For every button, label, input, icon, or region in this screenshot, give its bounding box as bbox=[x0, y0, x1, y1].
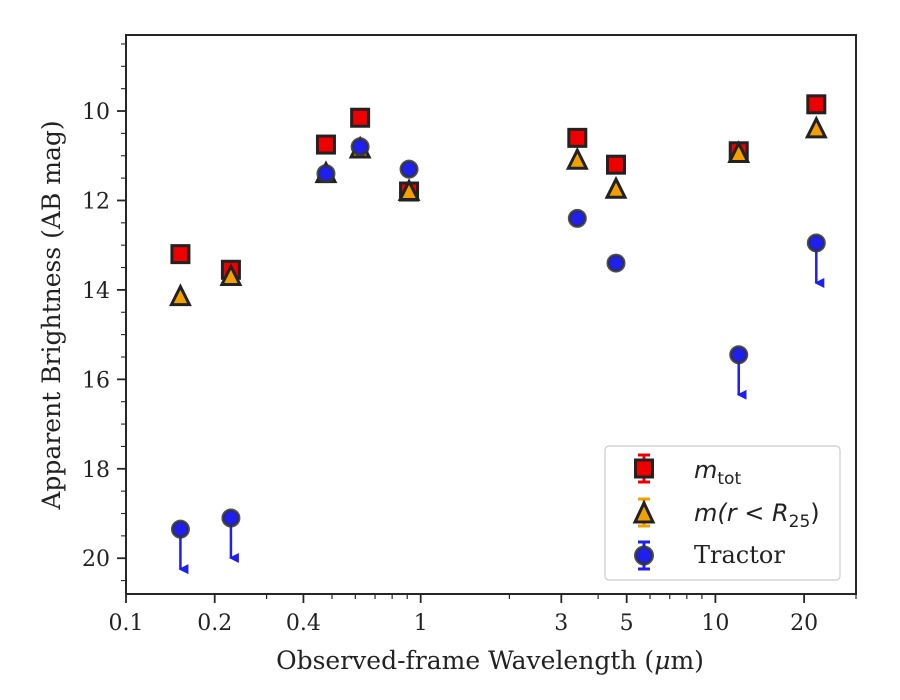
axes: 0.1 0.2 0.4 1 3 5 10 20 10 12 14 16 18 20 bbox=[82, 34, 857, 636]
legend-entry-mr25: m(r < R25) bbox=[632, 497, 820, 532]
plot-frame bbox=[125, 34, 857, 595]
legend-tractor-circle-marker bbox=[634, 545, 654, 566]
legend-mr25-close: ) bbox=[810, 499, 819, 527]
legend-entry-mtot: mtot bbox=[634, 453, 741, 489]
legend-frame bbox=[604, 445, 841, 581]
x-tick-label: 3 bbox=[554, 611, 568, 636]
y-tick-label: 14 bbox=[82, 279, 110, 304]
data-point-circle bbox=[567, 208, 587, 228]
series-mr25 bbox=[169, 115, 828, 307]
data-point-circle bbox=[606, 253, 626, 273]
legend-mr25-triangle-marker bbox=[632, 499, 656, 524]
data-point-square bbox=[606, 154, 627, 175]
y-axis-label: Apparent Brightness (AB mag) bbox=[37, 120, 66, 510]
data-point-square bbox=[567, 127, 588, 148]
x-tick-label: 1 bbox=[414, 611, 428, 636]
data-point-triangle bbox=[169, 283, 192, 307]
x-tick-label: 5 bbox=[620, 611, 634, 636]
data-point-triangle bbox=[397, 178, 421, 202]
legend-mr25-main: m(r < R bbox=[694, 499, 789, 527]
legend-mr25-sub: 25 bbox=[789, 512, 811, 532]
x-axis-label: Observed-frame Wavelength (μm) bbox=[276, 646, 704, 675]
data-point-circle bbox=[221, 508, 241, 528]
series-mtot bbox=[170, 94, 827, 280]
data-point-triangle bbox=[604, 175, 628, 199]
y-tick-label: 12 bbox=[82, 189, 110, 214]
data-point-square bbox=[170, 244, 191, 265]
x-axis-label-post: m) bbox=[670, 646, 703, 675]
legend-mtot-square-marker bbox=[634, 458, 654, 479]
data-point-circle bbox=[729, 345, 749, 365]
data-point-circle bbox=[350, 137, 370, 157]
y-tick-label: 16 bbox=[82, 368, 110, 393]
legend-mtot-label: mtot bbox=[694, 456, 741, 489]
data-point-triangle bbox=[727, 140, 751, 164]
plot-area bbox=[169, 94, 828, 575]
data-point-triangle bbox=[804, 115, 828, 139]
data-point-square bbox=[806, 94, 827, 115]
data-point-square bbox=[315, 134, 336, 155]
x-tick-label: 0.4 bbox=[286, 611, 321, 636]
x-axis-label-pre: Observed-frame Wavelength ( bbox=[276, 646, 654, 675]
x-tick-label: 0.1 bbox=[109, 611, 144, 636]
legend-mr25-label: m(r < R25) bbox=[694, 499, 820, 532]
legend-entry-tractor: Tractor bbox=[634, 540, 785, 571]
data-point-circle bbox=[170, 519, 190, 539]
legend: mtot m(r < R25) Tractor bbox=[604, 445, 841, 581]
x-tick-label: 10 bbox=[701, 611, 729, 636]
y-tick-label: 20 bbox=[82, 547, 110, 572]
y-tick-label: 18 bbox=[82, 458, 110, 483]
data-point-square bbox=[350, 107, 371, 128]
data-point-circle bbox=[399, 159, 419, 179]
data-point-triangle bbox=[219, 263, 243, 286]
data-point-circle bbox=[806, 233, 826, 253]
legend-mtot-sub: tot bbox=[717, 469, 741, 489]
y-tick-label: 10 bbox=[82, 100, 110, 125]
x-tick-label: 0.2 bbox=[197, 611, 232, 636]
series-tractor bbox=[170, 137, 826, 575]
x-tick-label: 20 bbox=[790, 611, 818, 636]
legend-tractor-label: Tractor bbox=[694, 541, 785, 569]
legend-mtot-main: m bbox=[694, 456, 717, 484]
data-point-triangle bbox=[565, 146, 589, 170]
data-point-circle bbox=[316, 164, 336, 184]
x-axis-label-mu: μ bbox=[654, 646, 670, 675]
